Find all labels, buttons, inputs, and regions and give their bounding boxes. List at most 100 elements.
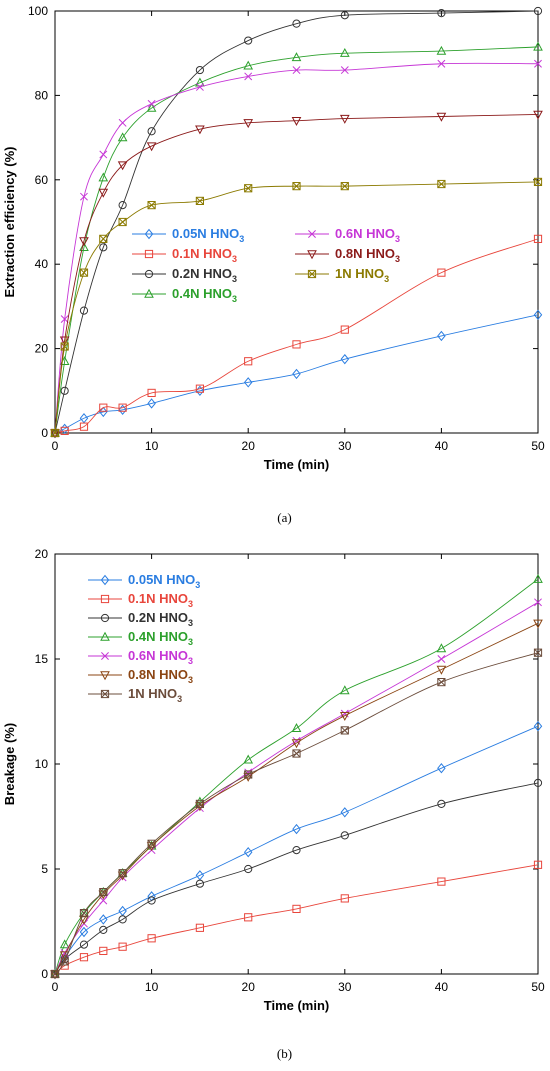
data-point xyxy=(195,83,204,91)
series-line-6 xyxy=(54,181,539,434)
data-point xyxy=(436,45,447,55)
data-point xyxy=(146,142,157,152)
series-4 xyxy=(51,59,542,437)
legend-marker xyxy=(144,269,154,279)
legend-marker xyxy=(100,631,110,641)
data-point xyxy=(533,110,543,120)
data-point-cross xyxy=(118,869,127,878)
x-axis-label: Time (min) xyxy=(264,457,330,472)
data-point xyxy=(291,52,302,62)
series-2 xyxy=(50,6,543,438)
data-point-cross xyxy=(244,184,253,193)
data-point xyxy=(60,957,69,966)
x-tick-label: 10 xyxy=(145,980,159,994)
data-point xyxy=(118,118,127,127)
data-point xyxy=(118,915,127,924)
data-point-cross xyxy=(147,201,156,210)
data-point xyxy=(147,201,156,210)
legend-marker-box xyxy=(307,269,317,279)
data-point-cross xyxy=(118,218,127,226)
series-5 xyxy=(50,110,543,439)
data-point-box xyxy=(118,217,127,227)
legend-label-5: 0.8N HNO3 xyxy=(128,667,193,685)
y-tick-label: 20 xyxy=(35,342,49,356)
data-point-box xyxy=(244,184,253,193)
data-point xyxy=(340,325,349,334)
data-point xyxy=(118,403,127,412)
legend-label-4: 0.6N HNO3 xyxy=(128,648,193,666)
data-point-cross xyxy=(60,342,69,351)
data-point xyxy=(79,237,89,247)
data-point-cross xyxy=(51,970,59,978)
data-point-cross xyxy=(292,182,301,191)
data-point xyxy=(437,655,446,663)
data-point-box xyxy=(292,749,301,758)
data-point xyxy=(533,860,543,869)
data-point xyxy=(147,99,156,108)
data-point xyxy=(533,648,543,657)
legend-marker-box xyxy=(100,689,110,699)
chart-extraction-efficiency: 0 10 20 30 40 50 0 20 40 60 80 100 Time (min) Extract… xyxy=(2,4,545,525)
data-point xyxy=(437,59,446,68)
data-point xyxy=(244,864,253,874)
data-point xyxy=(195,879,204,888)
x-axis-label: Time (min) xyxy=(264,998,330,1013)
data-point xyxy=(437,179,446,189)
legend-label-0: 0.05N HNO3 xyxy=(172,226,244,244)
data-point xyxy=(534,59,542,68)
legend-marker xyxy=(100,689,110,699)
y-tick-label: 20 xyxy=(35,547,49,561)
legend-label-0: 0.05N HNO3 xyxy=(128,572,200,590)
series-line-2 xyxy=(54,782,539,975)
x-tick-label: 10 xyxy=(145,439,159,453)
data-point xyxy=(339,712,350,721)
legend-marker xyxy=(100,671,110,681)
data-point xyxy=(339,114,350,124)
data-point xyxy=(340,182,349,191)
data-point xyxy=(437,877,446,886)
data-point xyxy=(292,368,301,380)
series-4 xyxy=(51,598,542,978)
data-point-cross xyxy=(80,909,88,918)
y-axis-label: Extraction efficiency (%) xyxy=(2,147,17,298)
data-point xyxy=(292,823,301,835)
data-point-box xyxy=(340,726,349,735)
data-point-cross xyxy=(340,182,349,191)
data-point-box xyxy=(79,909,89,918)
data-point-box xyxy=(195,196,205,206)
data-point xyxy=(99,403,108,412)
data-point xyxy=(339,685,350,695)
data-point xyxy=(437,678,446,687)
data-point xyxy=(243,119,254,129)
series-3 xyxy=(50,41,543,437)
data-point xyxy=(60,386,69,395)
series-line-2 xyxy=(54,10,539,434)
data-point xyxy=(243,60,254,70)
y-axis-label: Breakage (%) xyxy=(2,723,17,805)
data-point xyxy=(118,217,127,227)
data-point xyxy=(437,799,446,809)
y-tick-label: 0 xyxy=(41,967,48,981)
data-point-box xyxy=(50,428,60,438)
legend-marker xyxy=(100,594,110,604)
data-point xyxy=(60,426,69,435)
legend-marker xyxy=(100,613,110,623)
data-point-cross xyxy=(99,888,108,897)
data-point-box xyxy=(60,342,69,351)
data-point xyxy=(436,112,447,122)
data-point-cross xyxy=(195,196,204,205)
data-point-box xyxy=(340,182,349,191)
legend-label-2: 0.2N HNO3 xyxy=(128,610,193,628)
data-point xyxy=(292,904,301,913)
x-tick-label: 20 xyxy=(242,980,256,994)
data-point xyxy=(79,909,89,918)
legend-label-3: 0.4N HNO3 xyxy=(172,286,237,304)
data-point xyxy=(533,721,543,732)
x-tick-label: 30 xyxy=(338,439,352,453)
data-point xyxy=(244,357,253,366)
data-point xyxy=(533,41,543,51)
series-line-0 xyxy=(54,314,539,434)
data-point-box xyxy=(195,799,205,808)
data-point xyxy=(292,749,301,758)
y-tick-label: 10 xyxy=(35,757,49,771)
